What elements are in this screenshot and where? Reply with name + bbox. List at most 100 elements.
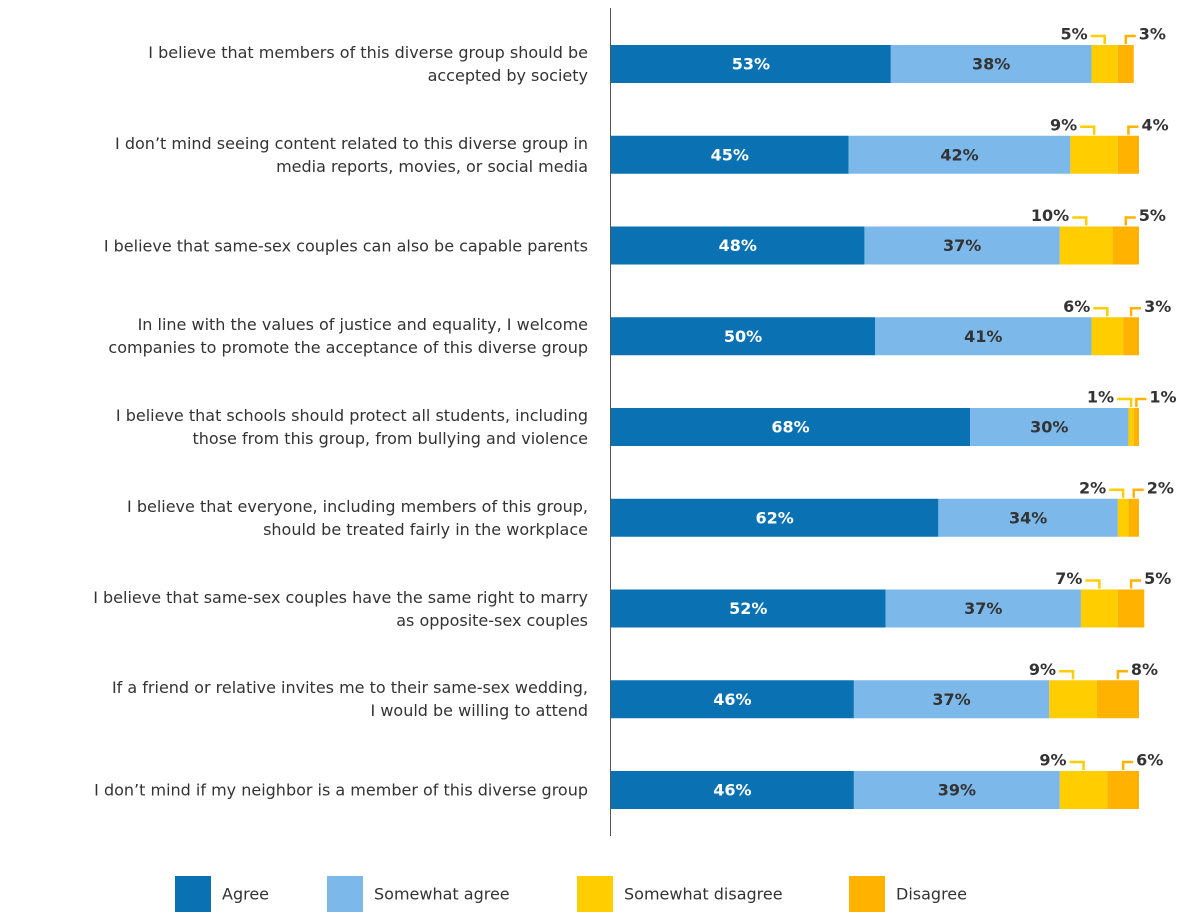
legend-label: Agree [222,885,269,904]
leader-line [1135,397,1147,407]
value-label: 30% [1030,418,1068,437]
bar-segment [938,498,1118,537]
value-label: 5% [1061,25,1088,44]
bar-segment [1091,317,1124,356]
value-label: 2% [1079,478,1106,497]
value-label: 10% [1031,206,1069,225]
leader-line [1116,670,1128,680]
bar-segment [611,45,891,83]
value-label: 37% [943,236,981,255]
value-label: 37% [932,690,970,709]
bar-segment [1128,408,1134,446]
legend-label: Somewhat agree [374,885,510,904]
value-label: 9% [1039,751,1066,770]
leader-line [1117,397,1133,407]
bar-segment [611,135,849,174]
leader-line [1132,488,1144,498]
bar-segment [611,226,865,265]
bar-segment [848,135,1071,174]
value-label: 8% [1131,660,1158,679]
category-label: I don’t mind if my neighbor is a member … [94,780,588,800]
value-label: 52% [729,599,767,618]
bar-segment [1117,135,1139,174]
bar-segment [1080,589,1118,628]
bar-segment [1123,317,1139,356]
value-label: 5% [1139,206,1166,225]
value-label: 68% [771,418,809,437]
legend-label: Somewhat disagree [624,885,783,904]
leader-line [1121,760,1134,770]
value-label: 46% [713,690,751,709]
value-label: 7% [1055,569,1082,588]
leader-line [1124,216,1136,226]
bar-segment [611,498,939,537]
legend-swatch [577,876,613,912]
value-label: 3% [1139,25,1166,44]
bar-segment [1091,45,1118,83]
leader-line [1124,34,1136,44]
bar-segment [1112,226,1139,265]
value-label: 53% [732,55,770,74]
leader-line [1059,670,1075,680]
bar-segment [1059,226,1113,265]
bar-segment [1070,135,1118,174]
value-label: 4% [1141,115,1168,134]
value-label: 5% [1144,569,1171,588]
value-label: 2% [1147,478,1174,497]
category-label: I believe that everyone, including membe… [127,496,588,539]
bar-segment [1128,498,1139,537]
bar-segment [1059,771,1108,809]
value-label: 1% [1087,388,1114,407]
value-label: 9% [1029,660,1056,679]
value-label: 62% [756,508,794,527]
value-label: 37% [964,599,1002,618]
leader-line [1072,216,1088,226]
value-label: 6% [1063,297,1090,316]
category-label: I believe that same-sex couples have the… [93,587,588,630]
leader-line [1090,34,1106,44]
value-label: 9% [1050,115,1077,134]
leader-line [1129,579,1142,589]
leader-line [1093,307,1109,317]
bar-segment [875,317,1092,356]
value-label: 45% [711,145,749,164]
leader-line [1109,488,1125,498]
bar-segment [1117,498,1129,537]
category-label: I believe that schools should protect al… [115,406,588,448]
bar-segment [890,45,1092,83]
bar-segment [1049,680,1097,719]
category-label: I believe that same-sex couples can also… [103,236,588,255]
value-label: 1% [1149,388,1176,407]
bar-segment [853,680,1050,719]
bar-segment [611,408,971,446]
value-label: 34% [1009,508,1047,527]
value-label: 6% [1136,751,1163,770]
bar-segment [1096,680,1139,719]
bar-segment [611,317,875,356]
category-label: If a friend or relative invites me to th… [111,678,588,721]
value-label: 48% [719,236,757,255]
category-label: In line with the values of justice and e… [108,315,588,358]
bar-segment [853,771,1060,809]
bar-segment [864,226,1060,265]
bar-segment [611,589,886,628]
value-label: 46% [713,781,751,800]
bar-segment [1117,589,1145,628]
value-label: 41% [964,327,1002,346]
value-label: 42% [940,145,978,164]
value-label: 39% [938,781,976,800]
bar-segment [885,589,1081,628]
bar-segment [1117,45,1134,83]
leader-line [1085,579,1101,589]
value-label: 3% [1144,297,1171,316]
value-label: 50% [724,327,762,346]
category-label: I don’t mind seeing content related to t… [115,133,588,176]
bar-segment [1107,771,1139,809]
bar-segment [1133,408,1139,446]
bar-segment [611,771,854,809]
bar-segment [970,408,1129,446]
legend-swatch [327,876,363,912]
category-label: I believe that members of this diverse g… [148,43,588,85]
leader-line [1069,760,1085,770]
